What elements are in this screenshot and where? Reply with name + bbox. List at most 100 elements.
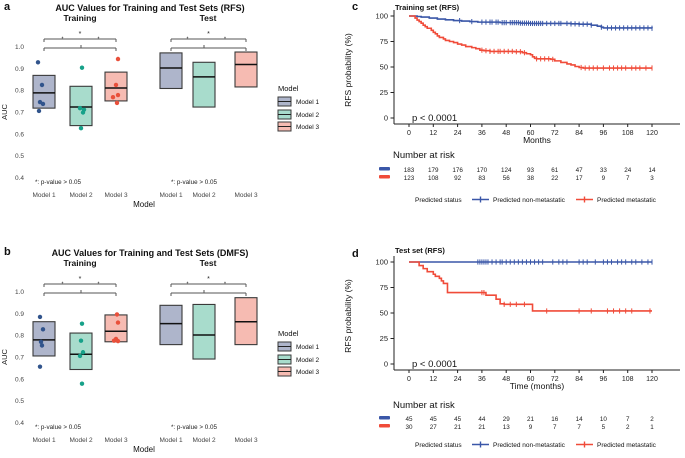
jitter-point	[38, 339, 44, 344]
jitter-point	[78, 338, 84, 343]
risk-value: 123	[404, 175, 415, 182]
box-model-1	[32, 74, 56, 109]
risk-value: 29	[503, 416, 511, 423]
km-curve-non-metastatic	[409, 15, 653, 29]
risk-value: 7	[626, 416, 630, 423]
jitter-point	[79, 381, 85, 386]
risk-value: 17	[576, 175, 584, 182]
jitter-point	[114, 100, 120, 106]
legend: Model Model 1 Model 2 Model 3	[277, 84, 320, 132]
facet-label-test: Test	[200, 13, 217, 23]
pvalue-note-training: *: p-value > 0.05	[35, 424, 82, 431]
x-axis-label: Time (months)	[510, 381, 565, 391]
panel-letter-c: c	[352, 1, 358, 13]
box-model-1	[159, 304, 183, 346]
legend-title: Model	[278, 329, 299, 338]
panel-b-chart: b AUC Values for Training and Test Sets …	[0, 246, 320, 454]
x-category-label: Model 2	[192, 437, 216, 444]
panel-c: c Training set (RFS) RFS probability (%)…	[342, 0, 685, 234]
risk-value: 9	[529, 424, 533, 431]
jitter-point	[115, 92, 121, 98]
y-axis-label: AUC	[0, 349, 9, 365]
legend-label-model1: Model 1	[296, 344, 320, 351]
y-tick-label: 0.4	[15, 175, 24, 182]
panel-d-title: Test set (RFS)	[395, 246, 445, 255]
x-tick-label: 84	[575, 376, 583, 383]
legend-title: Model	[278, 84, 299, 93]
x-tick-label: 72	[551, 130, 559, 137]
legend: Model Model 1 Model 2 Model 3	[277, 329, 320, 377]
risk-value: 14	[576, 416, 584, 423]
risk-row-swatch	[379, 424, 390, 428]
x-tick-label: 84	[575, 130, 583, 137]
panel-b-plot-area: 1.0 0.9 0.8 0.7 0.6 0.5 0.4 Model 1 Model 2 Model…	[15, 276, 258, 444]
panel-d: d Test set (RFS) RFS probability (%) Tim…	[342, 229, 685, 458]
y-tick-label: 0.6	[15, 376, 24, 383]
panel-a-chart: a AUC Values for Training and Test Sets …	[0, 1, 320, 209]
x-category-label: Model 3	[104, 192, 128, 199]
risk-value: 3	[650, 175, 654, 182]
pvalue-text: p < 0.0001	[412, 113, 457, 124]
y-tick-label: 75	[380, 37, 388, 46]
y-axis-label: AUC	[0, 104, 9, 120]
jitter-point	[77, 105, 83, 111]
x-tick-label: 24	[454, 130, 462, 137]
jitter-point	[78, 126, 84, 131]
sub-significance-star: *	[98, 282, 100, 288]
risk-value: 38	[527, 175, 535, 182]
risk-value: 5	[602, 424, 606, 431]
legend-title: Predicted status	[415, 197, 462, 204]
y-tick-label: 0.9	[15, 311, 24, 318]
jitter-point	[37, 314, 43, 320]
y-tick-label: 25	[380, 88, 388, 97]
facet-label-training: Training	[63, 258, 96, 268]
y-tick-label: 0.8	[15, 333, 24, 340]
x-category-label: Model 2	[69, 192, 93, 199]
y-tick-label: 0.9	[15, 66, 24, 73]
panel-d-chart: d Test set (RFS) RFS probability (%) Tim…	[343, 246, 680, 449]
x-tick-label: 12	[429, 130, 437, 137]
sub-significance-star: *	[187, 37, 189, 43]
legend-label-model2: Model 2	[296, 357, 320, 364]
sub-significance-star: *	[98, 37, 100, 43]
box-model-1	[32, 321, 56, 357]
jitter-point	[80, 350, 86, 355]
panel-c-title: Training set (RFS)	[395, 3, 460, 12]
risk-value: 7	[626, 175, 630, 182]
risk-value: 2	[626, 424, 630, 431]
risk-value: 1	[650, 424, 654, 431]
box-model-2	[69, 85, 93, 127]
risk-value: 33	[600, 167, 608, 174]
significance-star: *	[79, 276, 82, 283]
risk-value: 179	[428, 167, 439, 174]
jitter-point	[36, 108, 42, 114]
km-legend: Predicted status Predicted non-metastati…	[415, 196, 657, 204]
x-tick-label: 120	[646, 130, 658, 137]
box-model-2	[192, 303, 216, 360]
risk-value: 30	[405, 424, 413, 431]
x-tick-label: 12	[429, 376, 437, 383]
x-tick-label: 60	[527, 130, 535, 137]
x-category-label: Model 2	[192, 192, 216, 199]
x-category-label: Model 1	[159, 437, 183, 444]
risk-value: 14	[648, 167, 656, 174]
jitter-point	[79, 321, 85, 326]
y-tick-label: 1.0	[15, 289, 24, 296]
panel-a-plot-area: 1.0 0.9 0.8 0.7 0.6 0.5 0.4 Model 1 Model 2 Model…	[15, 31, 258, 199]
panel-b-title: AUC Values for Training and Test Sets (D…	[52, 248, 249, 258]
y-tick-label: 0.8	[15, 88, 24, 95]
legend-label-model2: Model 2	[296, 112, 320, 119]
panel-letter-d: d	[352, 248, 359, 260]
risk-value: 124	[501, 167, 512, 174]
box-model-3	[234, 51, 258, 88]
jitter-point	[115, 320, 121, 325]
risk-value: 45	[405, 416, 413, 423]
x-tick-label: 36	[478, 130, 486, 137]
facet-label-test: Test	[200, 258, 217, 268]
panel-c-chart: c Training set (RFS) RFS probability (%)…	[343, 1, 680, 204]
jitter-point	[80, 110, 86, 115]
x-tick-label: 96	[600, 130, 608, 137]
x-tick-label: 0	[407, 130, 411, 137]
